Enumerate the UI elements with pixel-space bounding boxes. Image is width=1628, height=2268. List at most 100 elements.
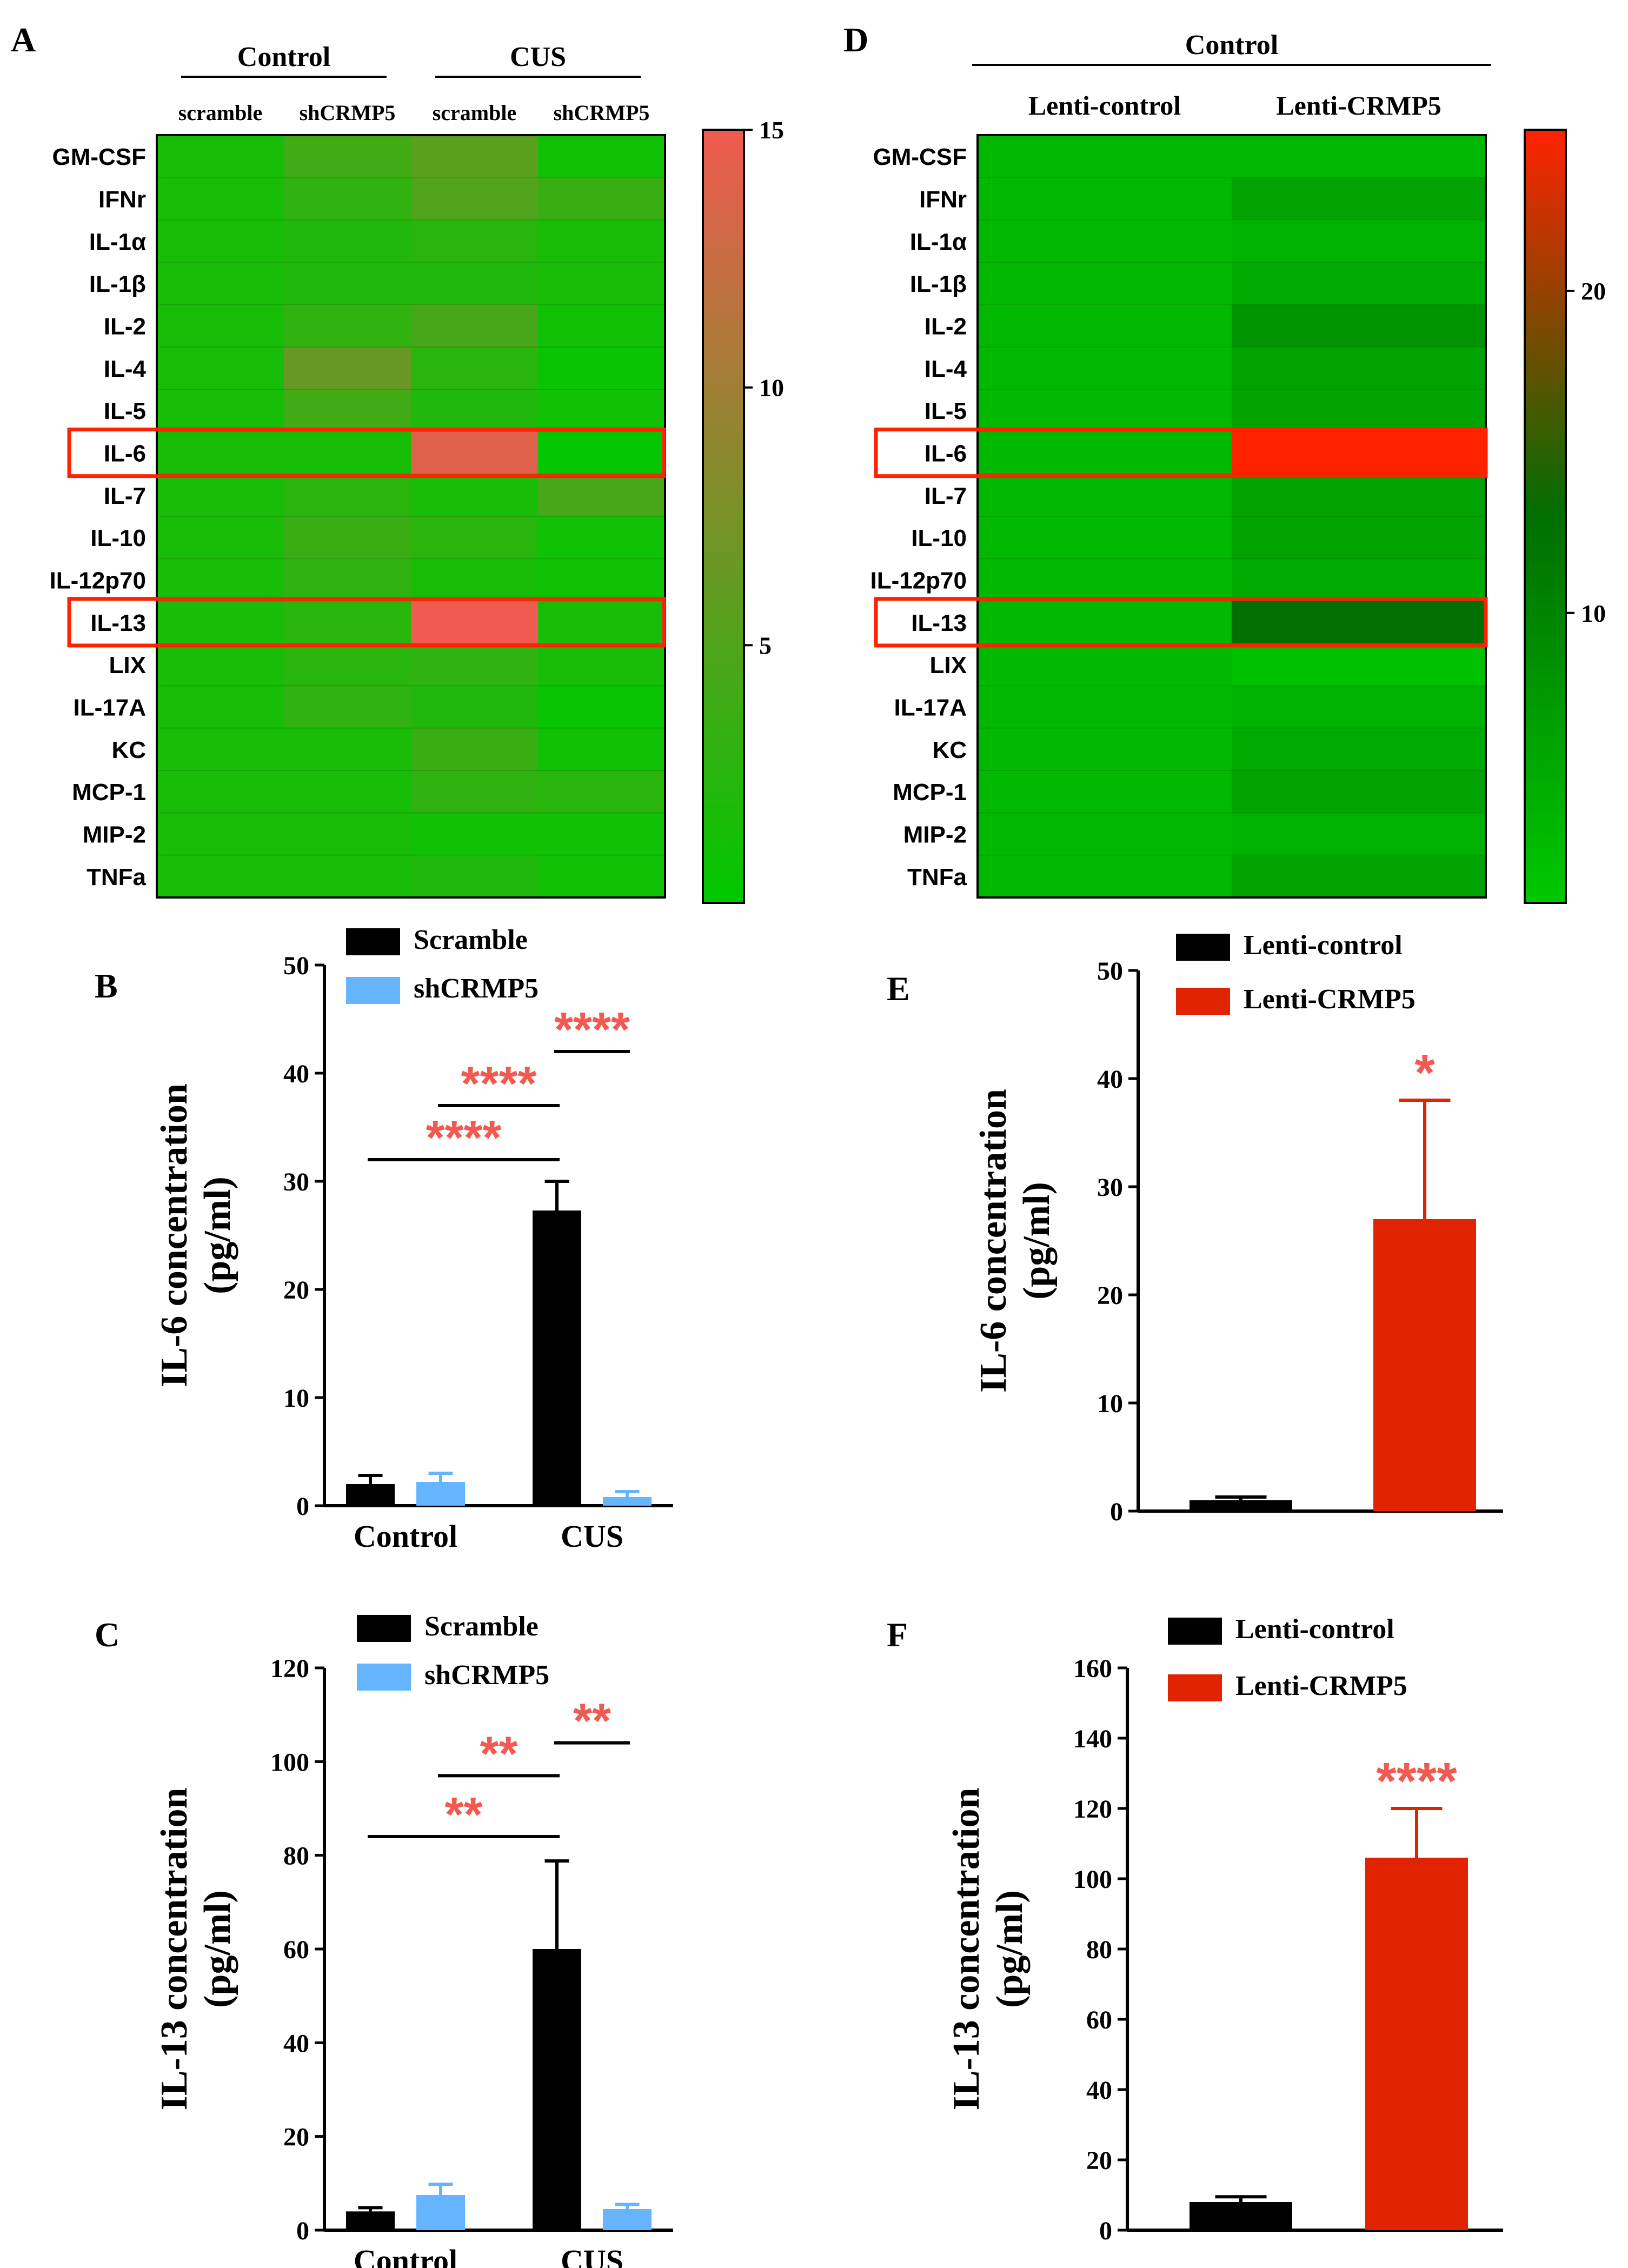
heatmap-cell xyxy=(157,389,284,432)
y-tick-label: 40 xyxy=(1097,1065,1123,1094)
heatmap-cell xyxy=(538,347,666,390)
heatmap-cell xyxy=(978,304,1232,348)
panel-label-d: D xyxy=(843,21,868,59)
heatmap-cell xyxy=(538,389,666,432)
legend-label: Lenti-CRMP5 xyxy=(1235,1671,1407,1701)
heatmap-cell xyxy=(978,601,1232,644)
y-tick-label: 120 xyxy=(270,1654,309,1683)
row-label-il-2: IL-2 xyxy=(925,314,967,340)
column-label: scramble xyxy=(433,101,517,125)
y-tick-label: 0 xyxy=(1099,2217,1112,2245)
heatmap-cell xyxy=(538,220,666,263)
significance-marker: ** xyxy=(444,1788,482,1842)
heatmap-cell xyxy=(538,177,666,221)
colorbar xyxy=(702,129,745,904)
y-tick-label: 20 xyxy=(283,1276,309,1305)
heatmap-cell xyxy=(978,855,1232,898)
panel-label-b: B xyxy=(95,967,118,1005)
heatmap-cell xyxy=(978,558,1232,602)
heatmap-cell xyxy=(411,686,539,729)
row-label-il-2: IL-2 xyxy=(104,314,146,340)
heatmap-cell xyxy=(411,728,539,771)
heatmap-cell xyxy=(978,177,1232,221)
legend-label: Lenti-CRMP5 xyxy=(1244,984,1416,1015)
y-tick-label: 40 xyxy=(283,2029,309,2058)
column-label: scramble xyxy=(178,101,263,125)
row-label-il-7: IL-7 xyxy=(925,483,967,509)
bar xyxy=(1190,2202,1292,2230)
heatmap-cell xyxy=(284,135,411,178)
legend-label: Scramble xyxy=(414,925,528,955)
heatmap-cell xyxy=(538,516,666,559)
heatmap-cell xyxy=(1232,516,1486,559)
y-tick-label: 10 xyxy=(1097,1389,1123,1418)
y-tick-label: 10 xyxy=(283,1384,309,1413)
bar xyxy=(603,1497,652,1506)
heatmap-cell xyxy=(411,558,539,602)
heatmap-cell xyxy=(411,347,539,390)
bar xyxy=(346,2211,395,2230)
heatmap-cell xyxy=(284,686,411,729)
significance-marker: **** xyxy=(426,1111,501,1165)
y-tick-label: 50 xyxy=(1097,957,1123,986)
heatmap-cell xyxy=(157,304,284,348)
heatmap-cell xyxy=(411,220,539,263)
y-tick-label: 50 xyxy=(283,952,309,980)
heatmap-cell xyxy=(284,813,411,856)
row-label-tnfa: TNFa xyxy=(87,864,147,890)
legend-label: Lenti-control xyxy=(1244,930,1403,961)
heatmap-cell xyxy=(1232,855,1486,898)
significance-marker: **** xyxy=(1376,1752,1457,1810)
y-tick-label: 160 xyxy=(1073,1654,1112,1683)
legend-swatch xyxy=(1176,934,1230,961)
colorbar-tick-label: 5 xyxy=(759,631,772,659)
y-tick-label: 60 xyxy=(1086,2006,1112,2034)
heatmap-cell xyxy=(1232,389,1486,432)
heatmap-cell xyxy=(538,431,666,475)
y-axis-title: IL-6 concentration xyxy=(973,1089,1014,1393)
panel-label-f: F xyxy=(887,1615,908,1654)
y-tick-label: 100 xyxy=(1073,1865,1112,1894)
heatmap-cell xyxy=(157,516,284,559)
y-axis-title: (pg/ml) xyxy=(1016,1182,1058,1300)
highlight-box-il-6 xyxy=(874,427,1488,478)
row-label-il-12p70: IL-12p70 xyxy=(870,568,967,594)
heatmap-cell xyxy=(157,135,284,178)
heatmap-cell xyxy=(284,474,411,517)
y-tick-label: 20 xyxy=(1097,1281,1123,1310)
y-tick-label: 20 xyxy=(283,2123,309,2152)
legend-label: Lenti-control xyxy=(1235,1614,1394,1645)
y-tick-label: 120 xyxy=(1073,1795,1112,1824)
heatmap-cell xyxy=(284,558,411,602)
heatmap-cell xyxy=(978,431,1232,475)
row-label-gm-csf: GM-CSF xyxy=(52,144,146,170)
row-label-kc: KC xyxy=(932,737,967,763)
heatmap-cell xyxy=(284,855,411,898)
heatmap-cell xyxy=(411,643,539,686)
heatmap-cell xyxy=(1232,813,1486,856)
x-tick-label: CUS xyxy=(561,2243,623,2268)
panel-e: E 0 10 20 30 40 50 IL-6 concentration (pg/ml) * Le… xyxy=(887,930,1503,1526)
heatmap-cell xyxy=(978,813,1232,856)
row-label-il-1: IL-1β xyxy=(910,271,967,297)
legend-label: shCRMP5 xyxy=(424,1660,549,1691)
group-header: Control xyxy=(237,42,330,72)
heatmap-cell xyxy=(157,686,284,729)
colorbar-tick-label: 10 xyxy=(1581,600,1606,627)
heatmap-cell xyxy=(1232,220,1486,263)
heatmap-border xyxy=(976,134,1487,899)
heatmap-cell xyxy=(157,558,284,602)
row-label-tnfa: TNFa xyxy=(907,864,967,890)
legend-swatch xyxy=(357,1615,411,1642)
colorbar xyxy=(1524,129,1567,904)
legend-label: Scramble xyxy=(424,1611,539,1642)
heatmap-cell xyxy=(411,516,539,559)
heatmap-cell xyxy=(978,262,1232,305)
heatmap-cell xyxy=(284,601,411,644)
heatmap-cell xyxy=(411,389,539,432)
heatmap-cell xyxy=(1232,558,1486,602)
heatmap-cell xyxy=(411,474,539,517)
x-tick-label: CUS xyxy=(561,1519,623,1554)
y-tick-label: 20 xyxy=(1086,2146,1112,2175)
